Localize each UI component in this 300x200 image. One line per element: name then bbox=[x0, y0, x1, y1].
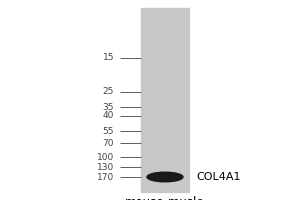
Bar bbox=[141, 8, 189, 192]
Text: mouse-musle: mouse-musle bbox=[125, 196, 205, 200]
Ellipse shape bbox=[147, 172, 183, 182]
Text: 35: 35 bbox=[103, 102, 114, 112]
Text: 55: 55 bbox=[103, 127, 114, 136]
Text: 15: 15 bbox=[103, 53, 114, 62]
Text: 40: 40 bbox=[103, 112, 114, 120]
Text: 100: 100 bbox=[97, 152, 114, 162]
Text: 25: 25 bbox=[103, 88, 114, 97]
Text: 130: 130 bbox=[97, 162, 114, 171]
Text: 70: 70 bbox=[103, 138, 114, 148]
Text: COL4A1: COL4A1 bbox=[196, 172, 241, 182]
Text: 170: 170 bbox=[97, 172, 114, 182]
